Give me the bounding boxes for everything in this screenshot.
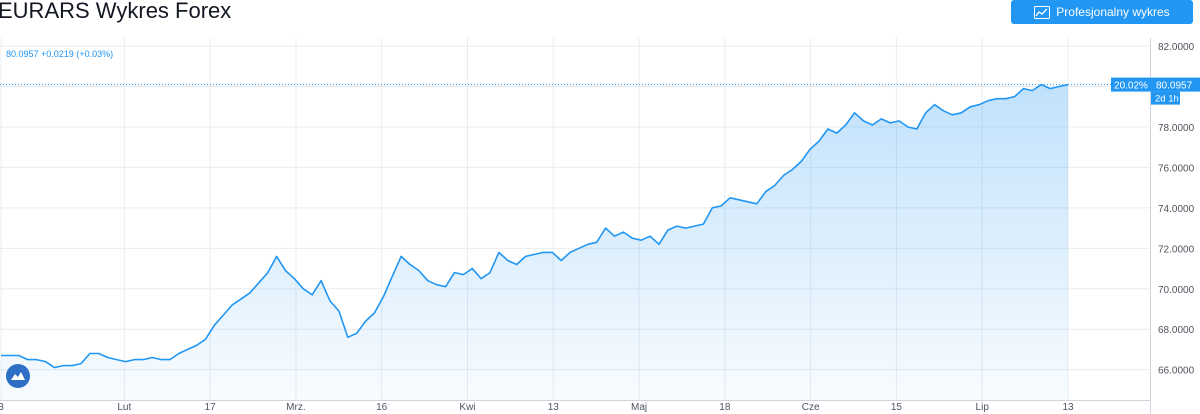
series-line	[1, 83, 1069, 369]
percent-badge-label: 20.02%	[1114, 81, 1148, 92]
last-price-badge-label: 80.0957	[1156, 81, 1193, 92]
last-price-badge	[1151, 77, 1200, 92]
x-tick-label: Lut	[117, 402, 131, 413]
x-tick-label: 17	[205, 402, 217, 413]
series-area	[1, 84, 1068, 400]
x-tick-label: Kwi	[459, 402, 475, 413]
y-tick-label: 74.0000	[1158, 204, 1195, 215]
x-tick-label: Cze	[802, 402, 820, 413]
tradingview-logo-button[interactable]	[6, 364, 30, 388]
countdown-badge-label: 2d 1h	[1155, 94, 1179, 105]
x-tick-label: 13	[1062, 402, 1074, 413]
countdown-badge	[1151, 91, 1180, 105]
professional-chart-button-label: Profesjonalny wykres	[1056, 5, 1170, 19]
professional-chart-button[interactable]: Profesjonalny wykres	[1011, 0, 1193, 24]
x-tick-label: 16	[376, 402, 388, 413]
price-legend: 80.0957 +0.0219 (+0.03%)	[6, 49, 114, 59]
x-tick-label: 3	[0, 402, 4, 413]
x-tick-label: Maj	[631, 402, 647, 413]
y-tick-label: 82.0000	[1158, 42, 1195, 53]
y-tick-label: 70.0000	[1158, 285, 1195, 296]
y-tick-label: 72.0000	[1158, 244, 1195, 255]
x-tick-label: 13	[548, 402, 560, 413]
y-tick-label: 78.0000	[1158, 123, 1195, 134]
page-title: EURARS Wykres Forex	[0, 0, 232, 23]
y-tick-label: 66.0000	[1158, 366, 1195, 377]
chart-icon	[1034, 5, 1051, 19]
y-tick-label: 68.0000	[1158, 325, 1195, 336]
y-tick-label: 76.0000	[1158, 163, 1195, 174]
x-tick-label: 15	[891, 402, 903, 413]
x-tick-label: 18	[719, 402, 731, 413]
x-tick-label: Mrz.	[286, 402, 305, 413]
x-tick-label: Lip	[976, 402, 990, 413]
tradingview-logo-icon	[11, 372, 25, 380]
percent-badge	[1111, 77, 1151, 92]
